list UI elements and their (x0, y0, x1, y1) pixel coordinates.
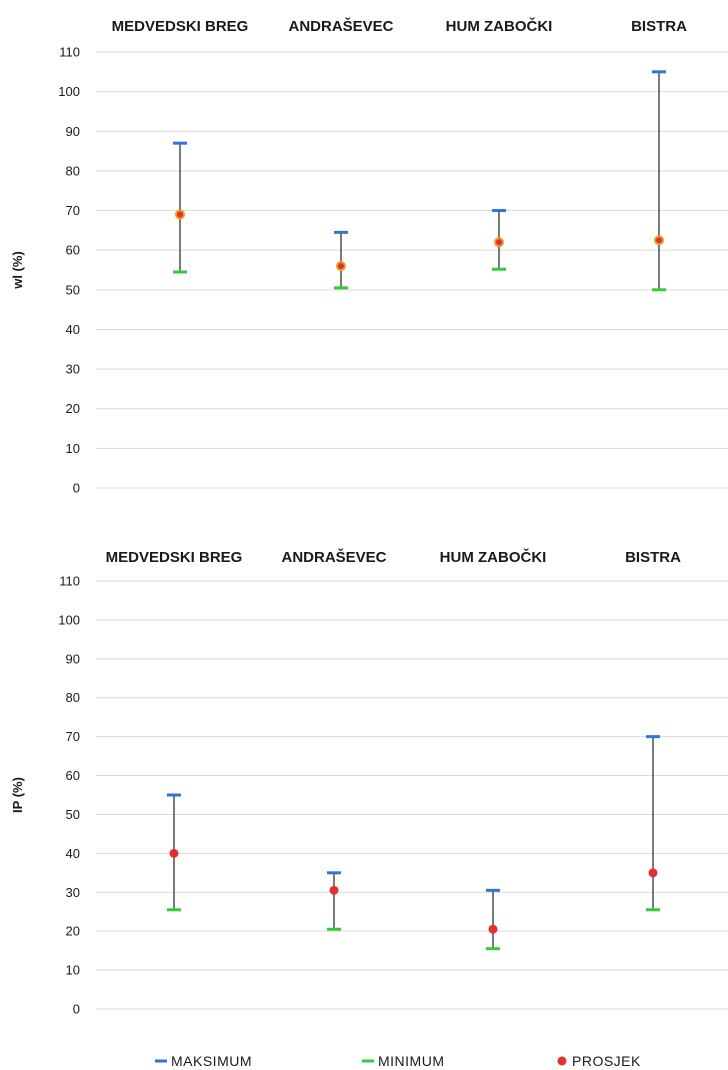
legend-label: MAKSIMUM (171, 1053, 252, 1069)
y-tick-label: 110 (59, 45, 80, 60)
y-tick-label: 90 (66, 651, 80, 666)
category-label: HUM ZABOČKI (440, 548, 547, 566)
legend-label: MINIMUM (378, 1053, 445, 1069)
y-axis-label: IP (%) (10, 777, 25, 813)
category-label: BISTRA (625, 549, 681, 566)
y-tick-label: 110 (59, 574, 80, 589)
category-label: ANDRAŠEVEC (281, 548, 386, 566)
category-label: MEDVEDSKI BREG (106, 549, 243, 566)
chart-panel-wl: 0 10 20 30 40 50 60 70 80 90 100 110 wl (%) MEDVEDSKI… (10, 17, 728, 496)
y-tick-label: 50 (66, 807, 80, 822)
y-tick-label: 50 (66, 282, 80, 297)
avg-marker (177, 212, 183, 218)
y-tick-label: 0 (73, 481, 80, 496)
y-tick-label: 20 (66, 924, 80, 939)
avg-marker (330, 886, 339, 895)
category-label: HUM ZABOČKI (446, 17, 553, 35)
avg-marker (489, 925, 498, 934)
y-tick-label: 90 (66, 124, 80, 139)
y-tick-label: 80 (66, 163, 80, 178)
avg-marker (656, 237, 662, 243)
category-label: BISTRA (631, 18, 687, 35)
legend-swatch (558, 1057, 567, 1066)
y-tick-label: 0 (73, 1002, 80, 1017)
y-tick-label: 40 (66, 846, 80, 861)
y-axis-label: wl (%) (10, 251, 25, 290)
y-tick-label: 40 (66, 322, 80, 337)
y-tick-label: 80 (66, 690, 80, 705)
y-tick-label: 30 (66, 885, 80, 900)
legend-label: PROSJEK (572, 1053, 641, 1069)
avg-marker (338, 263, 344, 269)
avg-marker (649, 868, 658, 877)
y-tick-label: 70 (66, 203, 80, 218)
y-tick-label: 10 (66, 963, 80, 978)
y-tick-label: 20 (66, 401, 80, 416)
category-label: ANDRAŠEVEC (288, 17, 393, 35)
y-tick-label: 10 (66, 441, 80, 456)
y-tick-label: 100 (58, 612, 80, 627)
category-label: MEDVEDSKI BREG (112, 18, 249, 35)
y-tick-label: 60 (66, 243, 80, 258)
y-tick-label: 70 (66, 729, 80, 744)
chart-panel-ip: 0 10 20 30 40 50 60 70 80 90 100 110 IP (%) MEDVEDSKI… (10, 548, 728, 1017)
y-tick-label: 60 (66, 768, 80, 783)
y-tick-label: 100 (58, 84, 80, 99)
y-tick-label: 30 (66, 362, 80, 377)
avg-marker (170, 849, 179, 858)
avg-marker (496, 239, 502, 245)
chart-legend: MAKSIMUM MINIMUM PROSJEK (155, 1053, 641, 1069)
